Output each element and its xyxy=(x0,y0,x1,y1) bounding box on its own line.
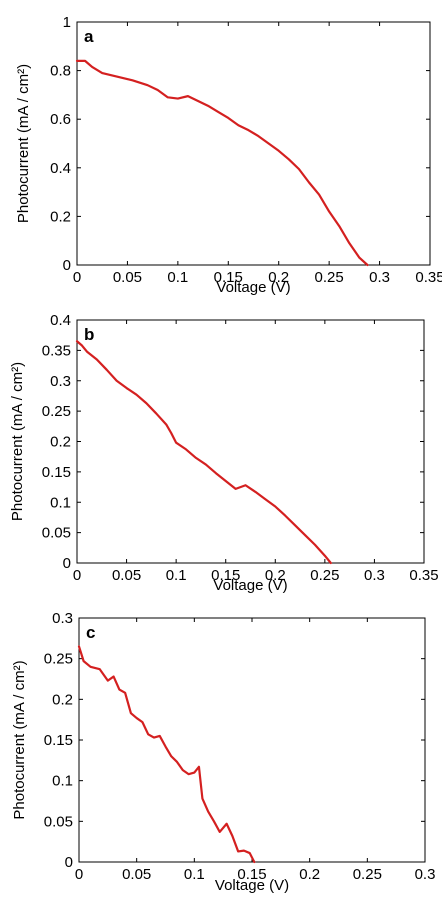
y-tick-label: 0.3 xyxy=(52,610,73,627)
y-tick-label: 0.35 xyxy=(42,342,71,359)
x-tick-label: 0.05 xyxy=(112,567,141,584)
y-axis-label: Photocurrent (mA / cm²) xyxy=(15,64,32,223)
x-tick-label: 0.3 xyxy=(369,269,390,286)
x-tick-label: 0.35 xyxy=(415,269,442,286)
chart-panel-b: 0 0.05 0.1 0.15 0.2 0.25 0.3 0.35 0 0.05 0.1 0.15 0.… xyxy=(9,312,439,594)
chart-panel-a: 0 0.05 0.1 0.15 0.2 0.25 0.3 0.35 0 0.2 0.4 0.6 0.8 1… xyxy=(15,14,442,296)
y-axis-label: Photocurrent (mA / cm²) xyxy=(9,362,26,521)
x-tick-label: 0 xyxy=(73,567,81,584)
x-tick-label: 0.35 xyxy=(409,567,438,584)
y-tick-label: 0.6 xyxy=(50,111,71,128)
photocurrent-series-line xyxy=(75,59,369,267)
x-tick-label: 0.25 xyxy=(315,269,344,286)
plot-frame xyxy=(76,21,431,266)
x-axis-label: Voltage (V) xyxy=(213,577,287,594)
x-tick-label: 0.15 xyxy=(237,866,266,883)
x-tick-label: 0.05 xyxy=(122,866,151,883)
x-tick-label: 0.2 xyxy=(265,567,286,584)
x-tick-label: 0.15 xyxy=(214,269,243,286)
panel-label: a xyxy=(84,27,94,46)
y-tick-label: 0.15 xyxy=(42,464,71,481)
x-tick-label: 0.3 xyxy=(364,567,385,584)
y-tick-label: 0.25 xyxy=(44,651,73,668)
x-tick-label: 0.1 xyxy=(184,866,205,883)
x-tick-label: 0.1 xyxy=(167,269,188,286)
plot-frame xyxy=(76,319,425,564)
panel-label: b xyxy=(84,325,94,344)
x-axis-label: Voltage (V) xyxy=(215,877,289,894)
x-axis-label: Voltage (V) xyxy=(216,279,290,296)
y-tick-label: 0.15 xyxy=(44,732,73,749)
x-tick-label: 0 xyxy=(73,269,81,286)
chart-panel-c: 0 0.05 0.1 0.15 0.2 0.25 0.3 0 0.05 0.1 0.15 0.2 0.2… xyxy=(11,610,435,894)
photocurrent-series-line xyxy=(77,645,256,864)
x-tick-label: 0.2 xyxy=(299,866,320,883)
y-tick-label: 0.2 xyxy=(52,691,73,708)
y-tick-label: 0.05 xyxy=(42,525,71,542)
x-tick-label: 0.2 xyxy=(268,269,289,286)
panel-label: c xyxy=(86,623,95,642)
plot-frame xyxy=(78,617,426,863)
y-tick-label: 0.1 xyxy=(52,773,73,790)
y-tick-label: 0.1 xyxy=(50,494,71,511)
y-tick-label: 1 xyxy=(63,14,71,31)
y-tick-label: 0.2 xyxy=(50,208,71,225)
photocurrent-series-line xyxy=(75,340,332,565)
y-tick-label: 0.05 xyxy=(44,813,73,830)
x-tick-label: 0.25 xyxy=(310,567,339,584)
y-tick-label: 0.3 xyxy=(50,373,71,390)
y-tick-label: 0.4 xyxy=(50,312,71,329)
x-tick-label: 0.1 xyxy=(166,567,187,584)
x-tick-label: 0.25 xyxy=(353,866,382,883)
y-tick-label: 0.4 xyxy=(50,160,71,177)
x-tick-label: 0.05 xyxy=(113,269,142,286)
y-tick-label: 0 xyxy=(63,555,71,572)
x-tick-label: 0 xyxy=(75,866,83,883)
y-tick-label: 0 xyxy=(63,257,71,274)
y-tick-label: 0 xyxy=(65,854,73,871)
y-tick-label: 0.8 xyxy=(50,63,71,80)
y-tick-label: 0.2 xyxy=(50,434,71,451)
x-tick-label: 0.3 xyxy=(415,866,436,883)
y-tick-label: 0.25 xyxy=(42,403,71,420)
y-axis-label: Photocurrent (mA / cm²) xyxy=(11,660,28,819)
x-tick-label: 0.15 xyxy=(211,567,240,584)
